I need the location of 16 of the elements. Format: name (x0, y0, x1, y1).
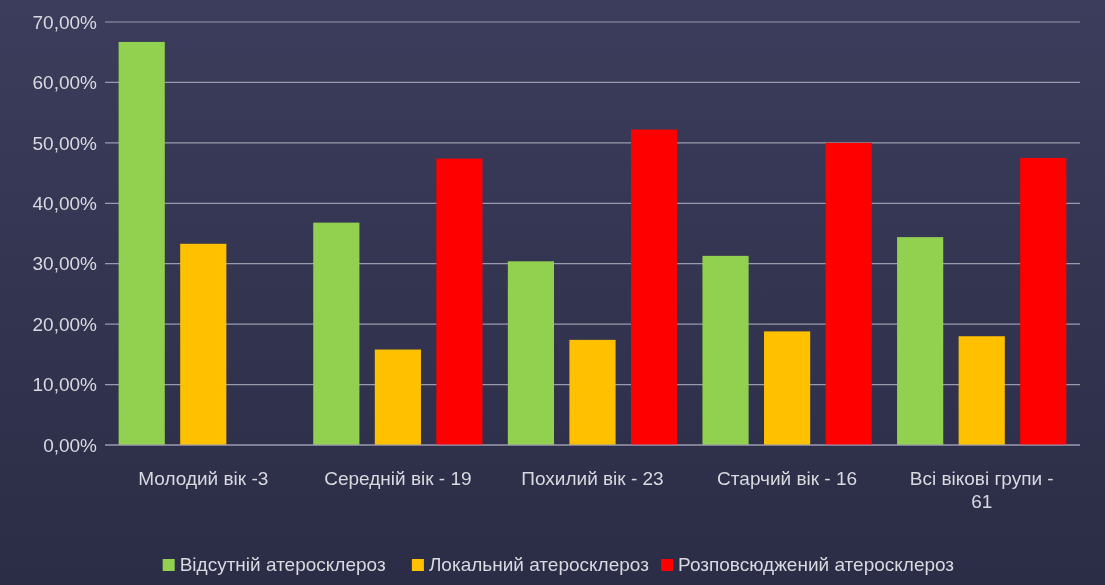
legend-label: Розповсюджений атеросклероз (678, 554, 955, 575)
y-tick-label: 20,00% (32, 313, 98, 335)
legend-label: Локальний атеросклероз (428, 554, 649, 575)
x-tick-label: Старчий вік - 16 (717, 468, 858, 489)
y-tick-label: 0,00% (43, 434, 98, 456)
y-tick-label: 70,00% (32, 11, 98, 33)
x-tick-label: Середній вік - 19 (324, 468, 472, 489)
y-tick-label: 30,00% (32, 253, 98, 275)
y-tick-label: 10,00% (32, 374, 98, 396)
y-tick-label: 50,00% (32, 132, 98, 154)
y-tick-label: 60,00% (32, 72, 98, 94)
x-tick-label: Всі вікові групи - 61 (909, 468, 1054, 512)
x-tick-label: Молодий вік -3 (138, 468, 269, 489)
x-tick-label: Похилий вік - 23 (521, 468, 664, 489)
legend-label: Відсутній атеросклероз (179, 554, 386, 575)
y-tick-label: 40,00% (32, 192, 98, 214)
